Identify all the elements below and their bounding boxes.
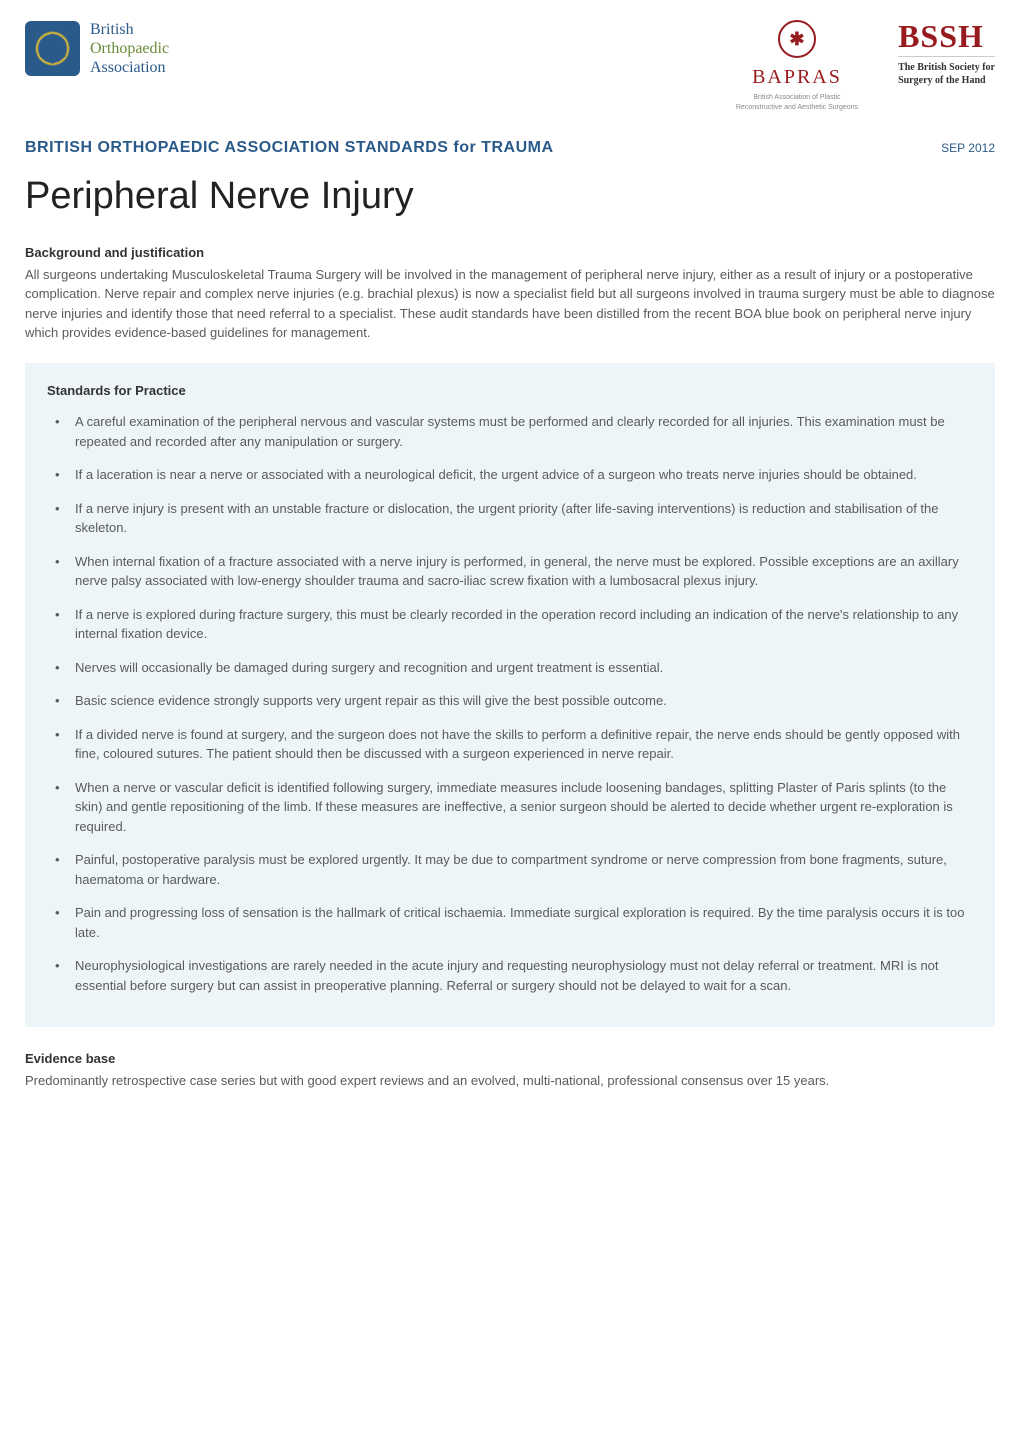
- document-subtitle: BRITISH ORTHOPAEDIC ASSOCIATION STANDARD…: [25, 136, 554, 160]
- bapras-name: BAPRAS: [736, 62, 858, 92]
- standards-item: If a nerve is explored during fracture s…: [47, 605, 973, 644]
- bapras-sub1: British Association of Plastic: [736, 94, 858, 102]
- standards-item: When a nerve or vascular deficit is iden…: [47, 778, 973, 837]
- boa-crest-icon: [25, 21, 80, 76]
- standards-heading: Standards for Practice: [47, 381, 973, 401]
- boa-logo-text: British Orthopaedic Association: [90, 20, 169, 78]
- standards-item: Pain and progressing loss of sensation i…: [47, 903, 973, 942]
- standards-item: Basic science evidence strongly supports…: [47, 691, 973, 711]
- boa-logo: British Orthopaedic Association: [25, 20, 169, 78]
- boa-line1: British: [90, 20, 169, 39]
- standards-item: When internal fixation of a fracture ass…: [47, 552, 973, 591]
- boa-line2: Orthopaedic: [90, 39, 169, 58]
- header-logos: British Orthopaedic Association ✱ BAPRAS…: [25, 20, 995, 111]
- bapras-glyph-icon: ✱: [778, 20, 816, 58]
- standards-item: A careful examination of the peripheral …: [47, 412, 973, 451]
- standards-item: If a laceration is near a nerve or assoc…: [47, 465, 973, 485]
- standards-list: A careful examination of the peripheral …: [47, 412, 973, 995]
- standards-item: If a nerve injury is present with an uns…: [47, 499, 973, 538]
- right-logos: ✱ BAPRAS British Association of Plastic …: [736, 20, 995, 111]
- background-heading: Background and justification: [25, 243, 995, 263]
- boa-line3: Association: [90, 58, 169, 77]
- evidence-section: Evidence base Predominantly retrospectiv…: [25, 1049, 995, 1090]
- bssh-sub1: The British Society for: [898, 61, 995, 74]
- bssh-sub2: Surgery of the Hand: [898, 74, 995, 87]
- bapras-sub2: Reconstructive and Aesthetic Surgeons: [736, 104, 858, 112]
- bssh-divider: [898, 56, 995, 57]
- background-body: All surgeons undertaking Musculoskeletal…: [25, 265, 995, 343]
- bssh-logo: BSSH The British Society for Surgery of …: [898, 20, 995, 87]
- background-section: Background and justification All surgeon…: [25, 243, 995, 343]
- bssh-name: BSSH: [898, 20, 995, 52]
- standards-box: Standards for Practice A careful examina…: [25, 363, 995, 1028]
- document-title: Peripheral Nerve Injury: [25, 168, 995, 225]
- standards-item: If a divided nerve is found at surgery, …: [47, 725, 973, 764]
- evidence-heading: Evidence base: [25, 1049, 995, 1069]
- standards-item: Neurophysiological investigations are ra…: [47, 956, 973, 995]
- standards-item: Nerves will occasionally be damaged duri…: [47, 658, 973, 678]
- bapras-logo: ✱ BAPRAS British Association of Plastic …: [736, 20, 858, 111]
- standards-item: Painful, postoperative paralysis must be…: [47, 850, 973, 889]
- subtitle-row: BRITISH ORTHOPAEDIC ASSOCIATION STANDARD…: [25, 136, 995, 160]
- document-date: SEP 2012: [941, 139, 995, 157]
- evidence-body: Predominantly retrospective case series …: [25, 1071, 995, 1091]
